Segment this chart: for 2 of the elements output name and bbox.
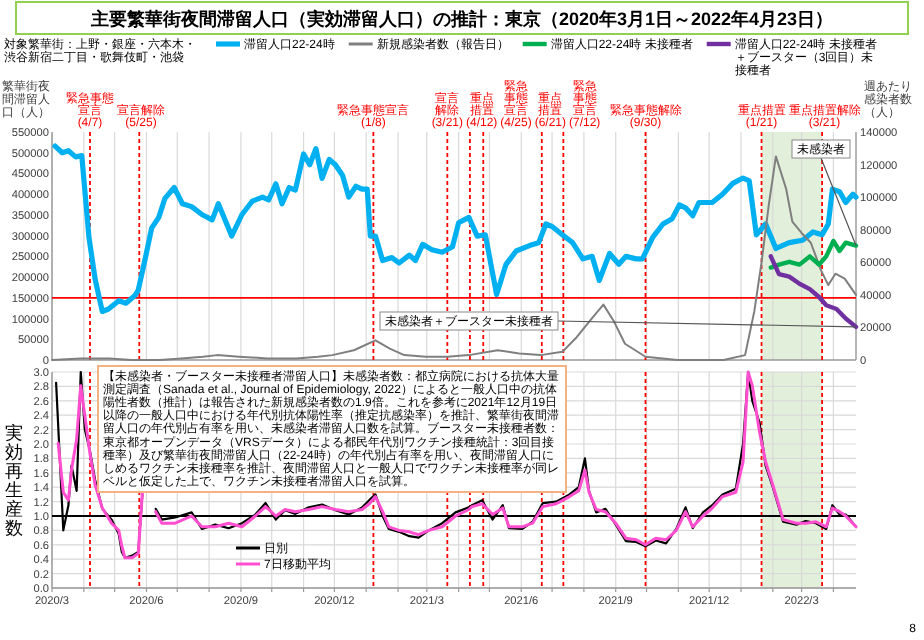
chart-title: 主要繁華街夜間滞留人口（実効滞留人口）の推計：東京（2020年3月1日～2022年4月23日） (88, 9, 834, 29)
y-axis-title: 実効再生産数 (5, 422, 23, 538)
